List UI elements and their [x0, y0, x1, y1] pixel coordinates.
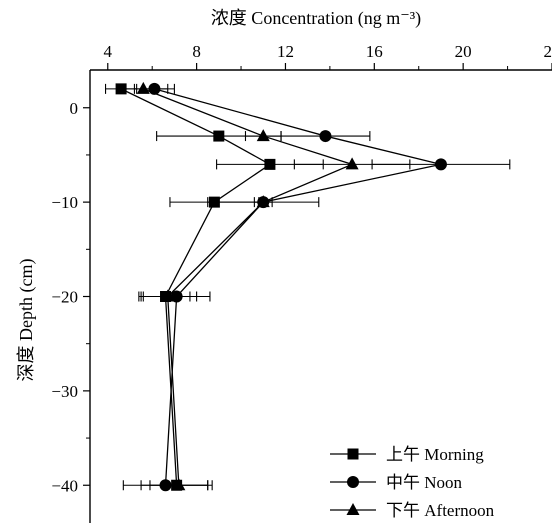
- series-circle: [122, 82, 511, 492]
- data-point-triangle: [136, 81, 150, 94]
- data-point-triangle: [172, 478, 186, 491]
- legend-marker-triangle: [346, 503, 360, 515]
- legend-marker-square: [347, 448, 359, 460]
- data-point-triangle: [345, 157, 359, 170]
- series-line: [154, 88, 442, 486]
- series-line: [120, 88, 272, 486]
- y-tick-label: −40: [51, 476, 78, 495]
- x-tick-label: 20: [455, 42, 472, 61]
- legend-label: 上午 Morning: [386, 445, 484, 464]
- x-tick-label: 24: [544, 42, 552, 61]
- x-tick-label: 16: [366, 42, 383, 61]
- data-point-circle: [434, 158, 447, 171]
- y-tick-label: 0: [70, 99, 79, 118]
- x-tick-label: 12: [277, 42, 294, 61]
- legend-label: 下午 Afternoon: [386, 501, 495, 520]
- data-point-square: [213, 130, 225, 142]
- y-axis-title: 深度 Depth (cm): [16, 259, 37, 382]
- series-triangle: [118, 81, 411, 491]
- axes: 4 8 12 16 20 24 0 −10 −20 −30 −40: [51, 42, 552, 523]
- legend: 上午 Morning 中午 Noon 下午 Afternoon: [330, 445, 495, 520]
- y-tick-label: −30: [51, 382, 78, 401]
- data-point-circle: [319, 130, 332, 143]
- legend-label: 中午 Noon: [386, 473, 463, 492]
- y-tick-label: −10: [51, 193, 78, 212]
- plot-area: [104, 81, 511, 492]
- x-tick-label: 8: [192, 42, 201, 61]
- data-point-triangle: [256, 129, 270, 142]
- y-tick-label: −20: [51, 288, 78, 307]
- legend-marker-circle: [347, 476, 359, 488]
- data-point-triangle: [256, 195, 270, 208]
- data-point-triangle: [161, 289, 175, 302]
- x-tick-label: 4: [104, 42, 113, 61]
- series-line: [143, 88, 354, 486]
- data-point-square: [264, 158, 276, 170]
- x-axis-title: 浓度 Concentration (ng m⁻³): [211, 8, 421, 29]
